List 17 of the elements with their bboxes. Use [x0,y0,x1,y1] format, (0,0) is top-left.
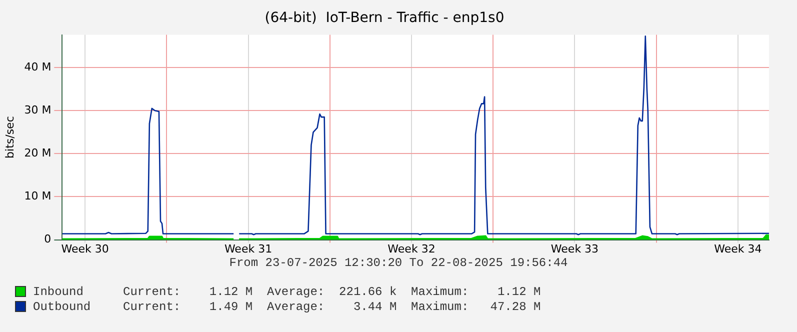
y-tick-label: 30 M [24,103,52,116]
y-axis-title: bits/sec [3,116,16,158]
text: Current: 1.12 M Average: 221.66 k Maximum: 1.12 M [123,284,541,298]
y-tick-label: 0 [44,232,52,246]
legend-label: Inbound [33,284,84,298]
y-tick-label: 20 M [24,146,52,160]
text: Current: 1.49 M Average: 3.44 M Maximum: 47.28 M [123,300,541,314]
y-tick-label: 10 M [24,190,52,203]
legend-label: Outbound [33,300,92,314]
y-tick-label: 40 M [24,60,52,74]
chart-title: (64-bit) IoT-Bern - Traffic - enp1s0 [264,10,504,26]
x-tick-label: Week 34 [714,242,762,256]
x-tick-label: Week 30 [61,242,109,256]
text: From 23-07-2025 12:30:20 To 22-08-2025 19:56:44 [228,256,569,270]
x-tick-label: Week 31 [224,242,272,256]
x-tick-label: Week 32 [388,242,436,256]
x-tick-label: Week 33 [550,242,599,256]
